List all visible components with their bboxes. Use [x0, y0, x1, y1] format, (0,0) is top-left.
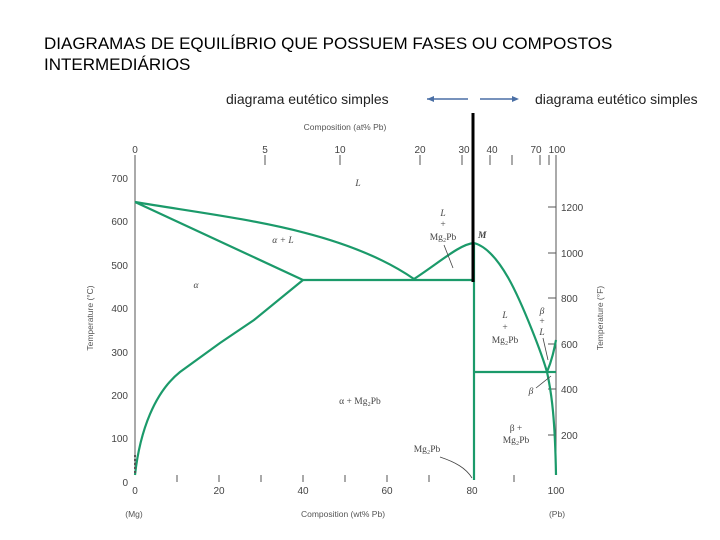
right-axis-title: Temperature (°F)	[595, 286, 605, 351]
right-axis-ticks: 200 400 600 800 1000 1200	[548, 203, 584, 442]
pointer-line-left	[443, 244, 454, 269]
left-tick-label: 200	[111, 391, 128, 402]
label-l-compound-right-plus: +	[502, 323, 507, 333]
liquidus-compound-left	[413, 241, 475, 280]
label-compound-bottom: Mg₂Pb	[414, 445, 441, 455]
top-tick-label: 5	[262, 145, 268, 156]
right-tick-label: 1000	[561, 249, 584, 260]
solvus-beta-line	[545, 371, 558, 476]
top-tick-label: 20	[414, 145, 426, 156]
label-beta-l-plus: +	[539, 317, 544, 327]
label-alpha-plus-liquid: α + L	[272, 236, 293, 246]
caption-right: diagrama eutético simples	[535, 91, 698, 107]
top-tick-label: 10	[334, 145, 346, 156]
left-tick-label: 600	[111, 217, 128, 228]
top-tick-label: 100	[549, 145, 566, 156]
label-alpha-plus-compound: α + Mg₂Pb	[339, 397, 381, 407]
bottom-tick-label: 60	[381, 486, 393, 497]
bottom-left-label: (Mg)	[125, 509, 143, 519]
right-tick-label: 800	[561, 294, 578, 305]
label-beta-compound-top: β +	[510, 424, 523, 434]
bottom-tick-label: 40	[297, 486, 309, 497]
bottom-tick-label: 80	[466, 486, 478, 497]
label-beta-compound-bottom: Mg₂Pb	[503, 436, 530, 446]
pointer-line-beta	[535, 375, 552, 389]
top-tick-label: 30	[458, 145, 470, 156]
pointer-line-compound	[439, 456, 473, 479]
left-tick-label: 0	[122, 478, 128, 489]
bottom-tick-label: 100	[548, 486, 565, 497]
bottom-tick-label: 20	[213, 486, 225, 497]
label-liquid: L	[354, 179, 360, 189]
label-beta-l-top: β	[539, 307, 545, 317]
bottom-right-label: (Pb)	[549, 509, 565, 519]
bottom-axis-title: Composition (wt% Pb)	[301, 509, 385, 519]
slide-title: DIAGRAMAS DE EQUILÍBRIO QUE POSSUEM FASE…	[44, 34, 613, 74]
left-tick-label: 100	[111, 434, 128, 445]
label-beta-l-bottom: L	[538, 328, 544, 338]
caption-arrow-left-head	[427, 96, 434, 102]
caption-left: diagrama eutético simples	[226, 91, 389, 107]
liquidus-compound-right	[473, 241, 549, 373]
left-tick-label: 700	[111, 174, 128, 185]
solvus-alpha-line	[133, 279, 304, 476]
top-axis-title: Composition (at% Pb)	[304, 122, 387, 132]
left-axis-title: Temperature (°C)	[85, 285, 95, 350]
label-l-compound-left-bottom: Mg₂Pb	[430, 233, 457, 243]
left-axis-ticks: 0 100 200 300 400 500 600 700	[111, 174, 136, 489]
right-tick-label: 400	[561, 385, 578, 396]
label-compound-point: M	[477, 231, 487, 241]
label-l-compound-right-bottom: Mg₂Pb	[492, 336, 519, 346]
top-tick-label: 70	[530, 145, 542, 156]
left-tick-label: 300	[111, 348, 128, 359]
label-alpha: α	[194, 281, 200, 291]
left-tick-label: 500	[111, 261, 128, 272]
liquidus-alpha-line	[134, 200, 415, 280]
bottom-tick-label: 0	[132, 486, 138, 497]
solidus-alpha-line	[134, 201, 304, 281]
top-tick-label: 0	[132, 145, 138, 156]
pointer-line-beta-l	[542, 337, 549, 361]
right-tick-label: 200	[561, 431, 578, 442]
bottom-axis-ticks: 0 20 40 60 80 100	[132, 475, 565, 497]
label-l-compound-right-top: L	[501, 311, 507, 321]
right-tick-label: 600	[561, 340, 578, 351]
right-tick-label: 1200	[561, 203, 584, 214]
caption-arrow-right-head	[512, 96, 519, 102]
left-tick-label: 400	[111, 304, 128, 315]
top-axis-ticks: 0 5 10 20 30 40 70 100	[132, 145, 566, 165]
label-beta: β	[528, 387, 534, 397]
label-l-compound-left-top: L	[439, 209, 445, 219]
label-l-compound-left-plus: +	[440, 220, 445, 230]
liquidus-beta-line	[545, 339, 558, 373]
phase-boundaries	[133, 200, 558, 480]
top-tick-label: 40	[486, 145, 498, 156]
